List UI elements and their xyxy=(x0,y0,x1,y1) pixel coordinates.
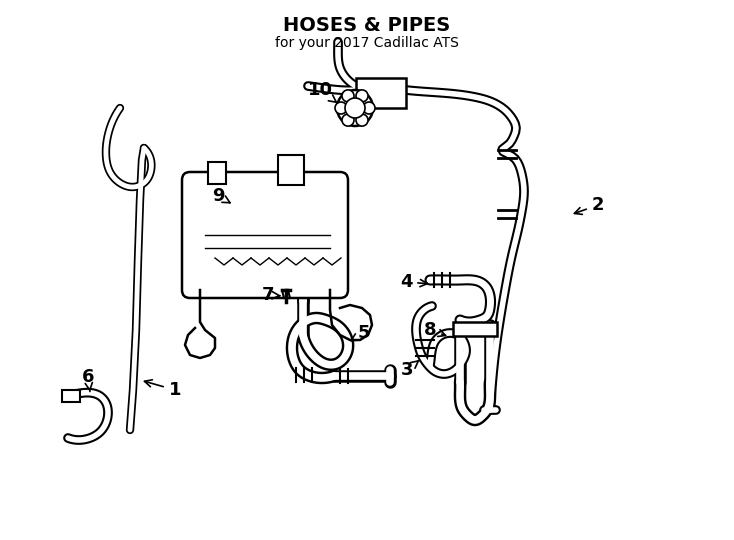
Text: 1: 1 xyxy=(145,380,181,399)
Bar xyxy=(208,162,226,184)
Text: 4: 4 xyxy=(400,273,427,291)
Circle shape xyxy=(345,98,365,118)
Text: 2: 2 xyxy=(575,196,604,214)
Text: 5: 5 xyxy=(351,324,370,342)
Text: 3: 3 xyxy=(401,361,418,379)
Text: 10: 10 xyxy=(308,81,338,103)
Circle shape xyxy=(335,102,347,114)
Text: HOSES & PIPES: HOSES & PIPES xyxy=(283,16,451,35)
Circle shape xyxy=(363,102,375,114)
Circle shape xyxy=(342,114,354,126)
Text: 8: 8 xyxy=(424,321,446,339)
Text: 6: 6 xyxy=(81,368,94,392)
Circle shape xyxy=(356,90,368,102)
Text: 7: 7 xyxy=(262,286,280,304)
Circle shape xyxy=(342,90,354,102)
Bar xyxy=(356,78,406,108)
Bar xyxy=(453,322,497,336)
Bar xyxy=(62,390,80,402)
Circle shape xyxy=(337,90,373,126)
Text: 9: 9 xyxy=(211,187,230,205)
Circle shape xyxy=(356,114,368,126)
Text: for your 2017 Cadillac ATS: for your 2017 Cadillac ATS xyxy=(275,36,459,50)
FancyBboxPatch shape xyxy=(182,172,348,298)
Bar xyxy=(278,155,304,185)
